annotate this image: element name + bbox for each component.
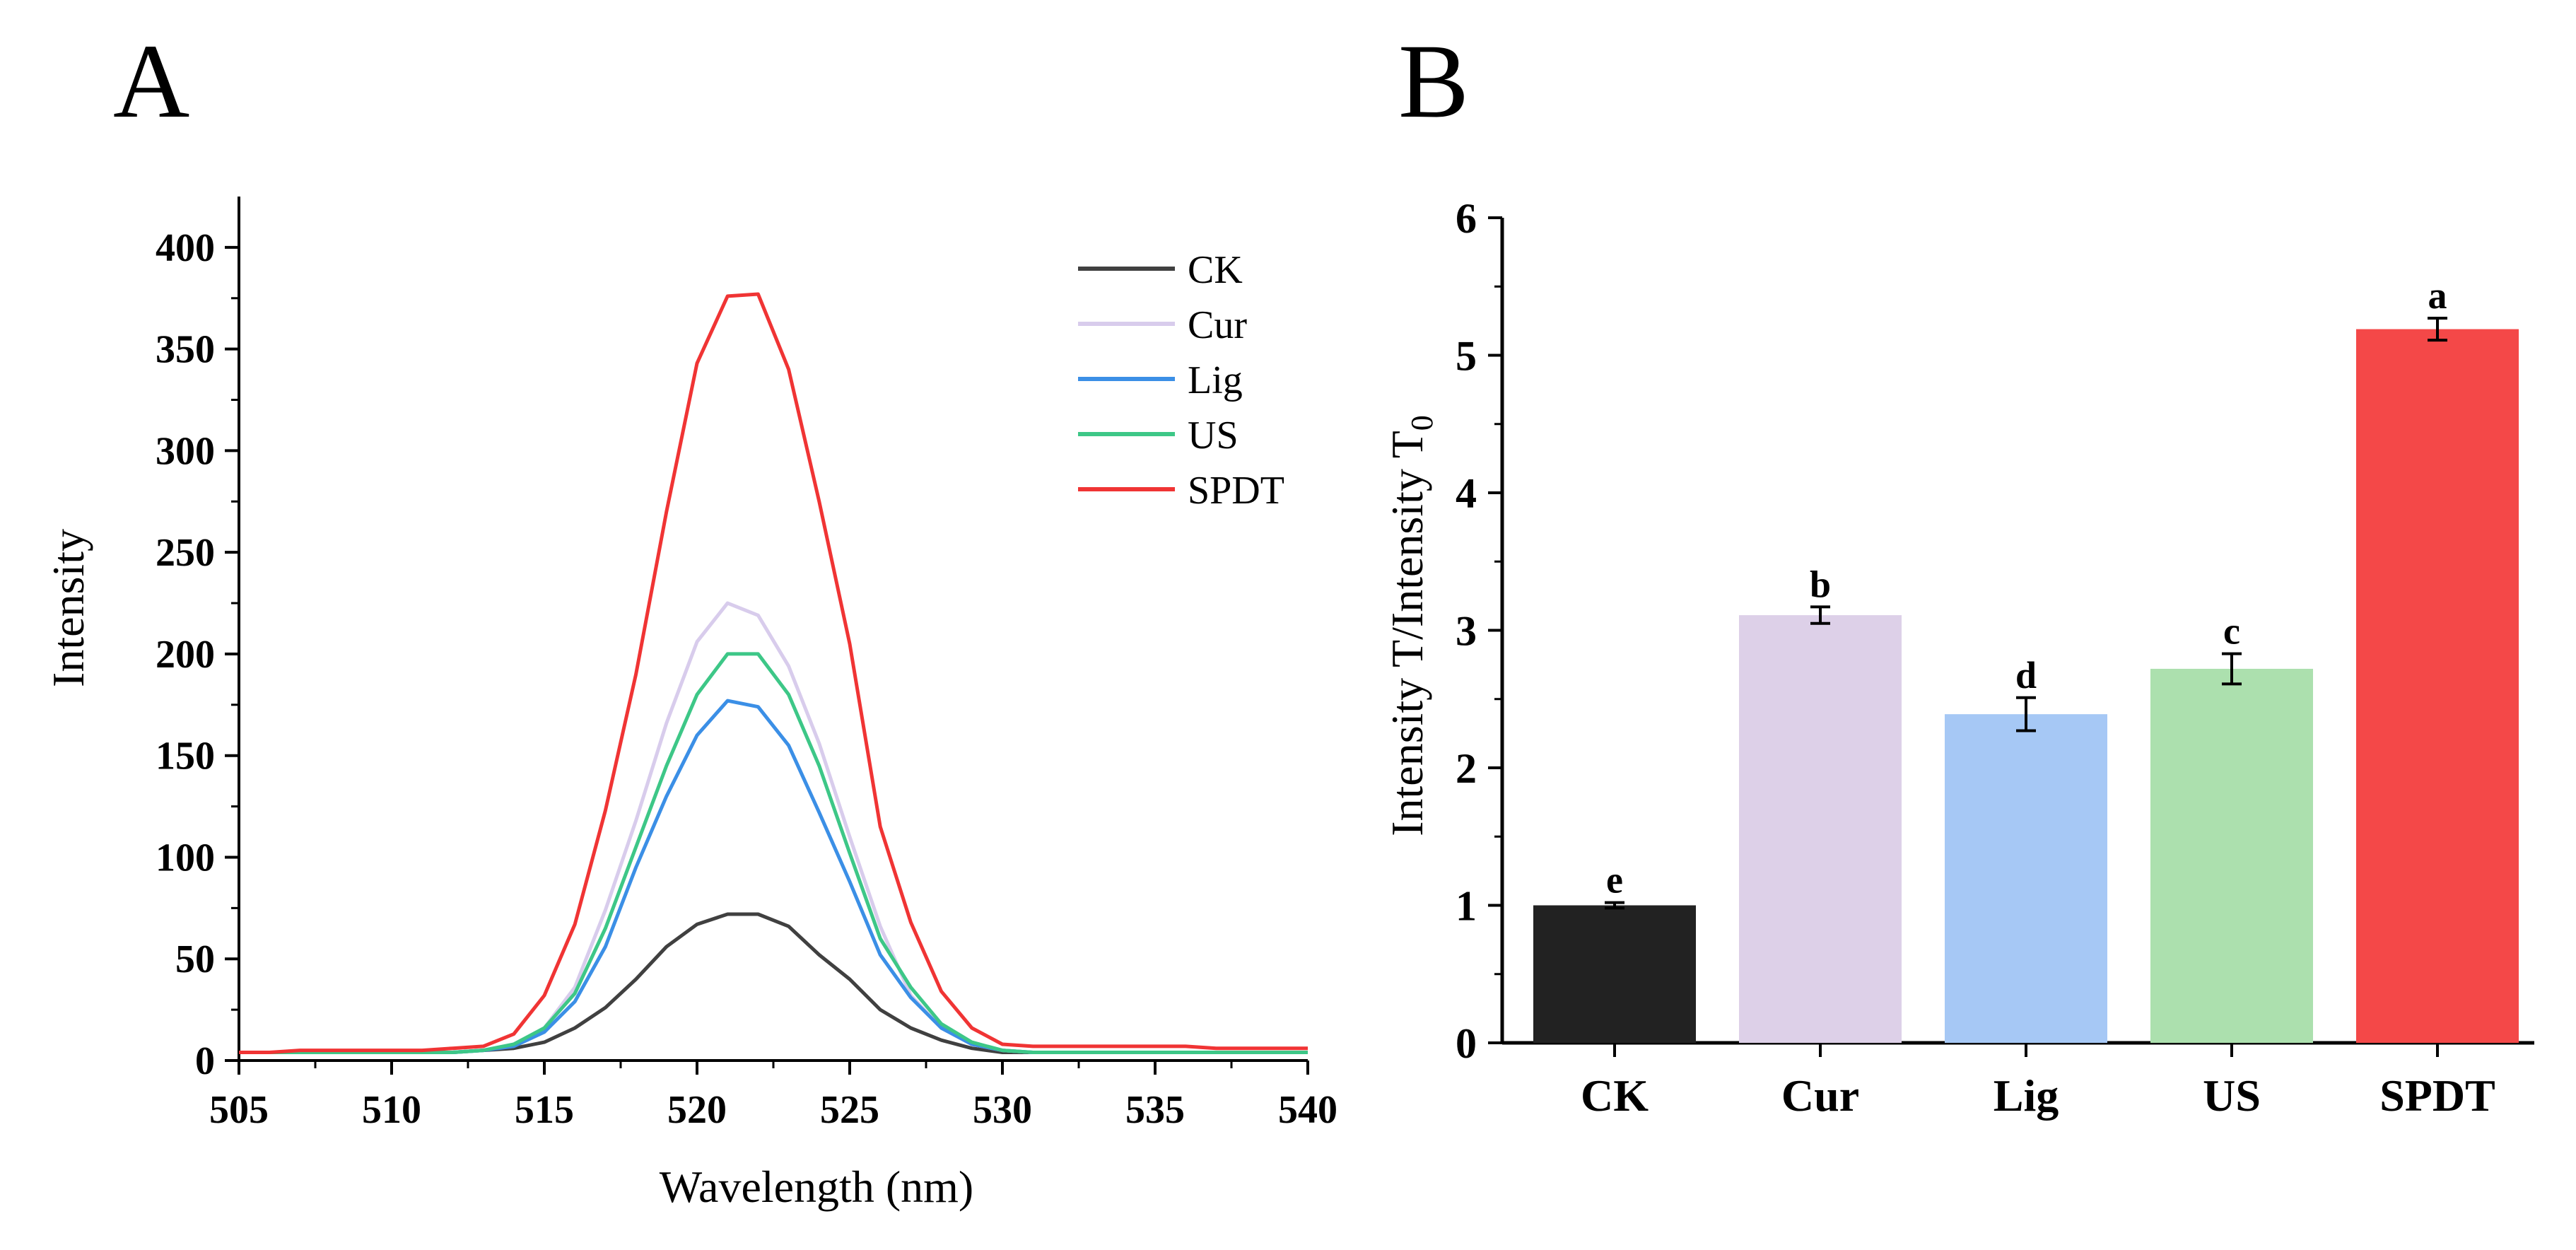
legend-label-ck: CK <box>1188 248 1243 292</box>
significance-letter: a <box>2428 274 2447 317</box>
bar-us <box>2150 668 2313 1043</box>
x-tick-label: 535 <box>1125 1088 1185 1132</box>
significance-letter: e <box>1606 859 1623 901</box>
legend-label-spdt: SPDT <box>1188 469 1284 513</box>
significance-letter: d <box>2015 654 2037 696</box>
y-tick-label: 5 <box>1456 333 1477 380</box>
bar-spdt <box>2356 329 2519 1043</box>
y-tick-label: 300 <box>156 429 215 473</box>
y-tick-label: 250 <box>156 531 215 575</box>
bar-chart-panel-b: 0 1 2 3 4 5 6 e CK b Cur d Lig c US a SPDT Intensity T/… <box>1382 195 2534 1121</box>
y-tick-label: 2 <box>1456 745 1477 792</box>
y-axis-title-main: Intensity T/Intensity T <box>1382 431 1432 836</box>
x-tick-label: 510 <box>362 1088 421 1132</box>
x-tick-label: 520 <box>667 1088 727 1132</box>
y-tick-label: 200 <box>156 633 215 677</box>
significance-letter: c <box>2223 610 2240 653</box>
legend-label-us: US <box>1188 414 1239 457</box>
y-axis-title: Intensity <box>43 529 93 687</box>
y-tick-label: 1 <box>1456 883 1477 930</box>
x-tick-label: CK <box>1581 1070 1649 1121</box>
x-axis-title: Wavelength (nm) <box>660 1162 973 1212</box>
y-tick-label: 400 <box>156 226 215 270</box>
series-line-spdt <box>239 292 1308 1054</box>
legend-label-cur: Cur <box>1188 303 1247 347</box>
chart-legend: CK Cur Lig US SPDT <box>1078 248 1284 513</box>
x-tick-label: 515 <box>515 1088 574 1132</box>
y-axis-title-subscript: 0 <box>1405 415 1439 431</box>
series-line-ck <box>239 912 1308 1054</box>
y-tick-label: 100 <box>156 836 215 880</box>
y-tick-label: 150 <box>156 735 215 778</box>
x-tick-label: US <box>2203 1070 2261 1121</box>
bar-cur <box>1739 615 1902 1043</box>
y-tick-label: 4 <box>1456 470 1477 517</box>
y-tick-label: 0 <box>195 1039 215 1083</box>
panel-label-b: B <box>1398 23 1469 140</box>
x-tick-label: 530 <box>973 1088 1032 1132</box>
y-axis-title: Intensity T/Intensity T0 <box>1382 415 1439 836</box>
bar-lig <box>1945 714 2107 1043</box>
x-tick-label: 505 <box>209 1088 269 1132</box>
legend-label-lig: Lig <box>1188 358 1243 402</box>
y-tick-label: 50 <box>175 938 215 981</box>
x-tick-label: SPDT <box>2379 1070 2495 1121</box>
x-tick-label: 525 <box>820 1088 879 1132</box>
series-line-us <box>239 652 1308 1054</box>
significance-letter: b <box>1810 563 1831 605</box>
x-tick-label: Lig <box>1994 1070 2059 1121</box>
y-tick-label: 350 <box>156 328 215 372</box>
y-tick-label: 0 <box>1456 1020 1477 1067</box>
bar-ck <box>1533 905 1696 1043</box>
series-line-cur <box>239 601 1308 1054</box>
line-chart-panel-a: 505 510 515 520 525 530 535 540 0 50 100 150 200 250 3… <box>43 197 1337 1212</box>
series-line-lig <box>239 699 1308 1054</box>
y-tick-label: 6 <box>1456 195 1477 242</box>
x-tick-label: Cur <box>1781 1070 1859 1121</box>
panel-label-a: A <box>113 23 189 140</box>
x-tick-label: 540 <box>1278 1088 1337 1132</box>
y-tick-label: 3 <box>1456 608 1477 655</box>
